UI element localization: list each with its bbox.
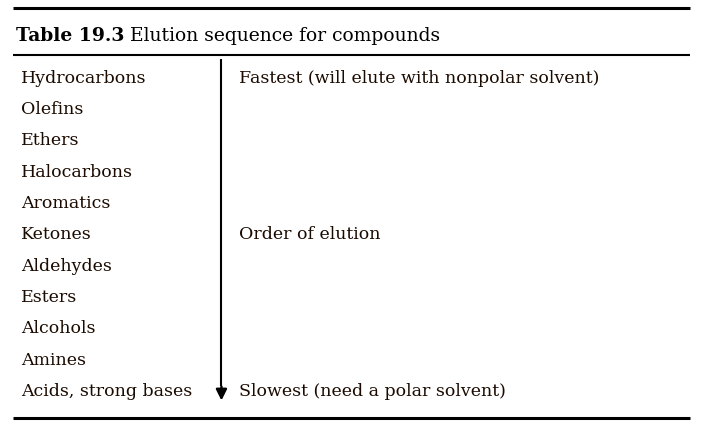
Text: Fastest (will elute with nonpolar solvent): Fastest (will elute with nonpolar solven… [239,70,600,86]
Text: Table 19.3: Table 19.3 [16,27,124,44]
Text: Order of elution: Order of elution [239,226,380,243]
Text: Aromatics: Aromatics [21,195,110,212]
Text: Slowest (need a polar solvent): Slowest (need a polar solvent) [239,382,506,399]
Text: Olefins: Olefins [21,101,84,118]
Text: Esters: Esters [21,289,77,305]
Text: Hydrocarbons: Hydrocarbons [21,70,147,86]
Text: Halocarbons: Halocarbons [21,163,133,180]
Text: Ethers: Ethers [21,132,79,149]
Text: Ketones: Ketones [21,226,92,243]
Text: Aldehydes: Aldehydes [21,257,112,274]
Text: Alcohols: Alcohols [21,319,96,337]
Text: Elution sequence for compounds: Elution sequence for compounds [118,27,440,44]
Text: Acids, strong bases: Acids, strong bases [21,382,193,399]
Text: Amines: Amines [21,351,86,368]
